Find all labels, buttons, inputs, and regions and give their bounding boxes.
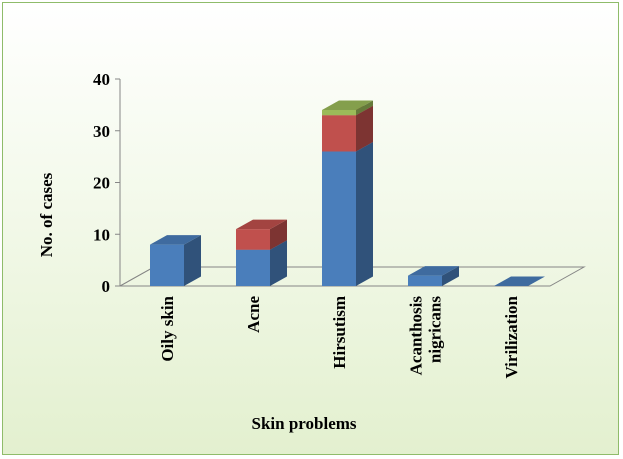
bar-segment-front [322, 115, 356, 152]
category-label-line: Acne [244, 296, 263, 333]
depth-axis-line [119, 266, 155, 287]
chart-area [2, 2, 619, 455]
bar-segment-front [236, 249, 270, 286]
bar-top-zero [494, 276, 545, 286]
category-label-line: Oily skin [158, 295, 177, 361]
category-label: Oily skin [158, 295, 177, 361]
bar-segment-front [236, 229, 270, 250]
bar-segment-front [322, 151, 356, 286]
category-label: Acne [244, 296, 263, 333]
bar-segment-front [322, 110, 356, 116]
category-label: Acanthosisnigricans [407, 296, 445, 376]
y-tick-label: 0 [102, 277, 111, 296]
bar-segment-side [184, 235, 201, 286]
y-tick-label: 20 [93, 174, 110, 193]
bar-segment-top [408, 266, 459, 276]
bar-segment-side [442, 266, 459, 286]
y-tick-label: 10 [93, 225, 110, 244]
bar-segment-side [270, 240, 287, 286]
bar-segment-top [322, 100, 373, 111]
category-label-line: Acanthosis [407, 296, 426, 376]
category-label-line: Virilization [502, 295, 521, 378]
bar-segment-front [150, 244, 184, 286]
y-tick-label: 40 [93, 70, 110, 89]
y-axis-title: No. of cases [37, 172, 56, 257]
x-axis-title: Skin problems [251, 414, 356, 433]
bar-segment-top [236, 219, 287, 230]
bar-segment-top [150, 235, 201, 245]
category-label: Virilization [502, 295, 521, 378]
bar-segment-side [356, 100, 373, 116]
bar-segment-side [356, 141, 373, 286]
bar-segment-side [356, 105, 373, 152]
y-tick-labels: 0 10 20 30 40 [93, 70, 110, 296]
bars [150, 100, 545, 286]
bar-segment-side [270, 219, 287, 250]
axes [115, 78, 586, 287]
category-labels: Oily skin Acne Hirsutism Acanthosisnigrican… [158, 295, 521, 378]
category-label-line: Hirsutism [330, 296, 349, 369]
category-label-line: nigricans [426, 296, 445, 363]
category-label: Hirsutism [330, 296, 349, 369]
y-tick-label: 30 [93, 122, 110, 141]
bar-segment-front [408, 275, 442, 286]
